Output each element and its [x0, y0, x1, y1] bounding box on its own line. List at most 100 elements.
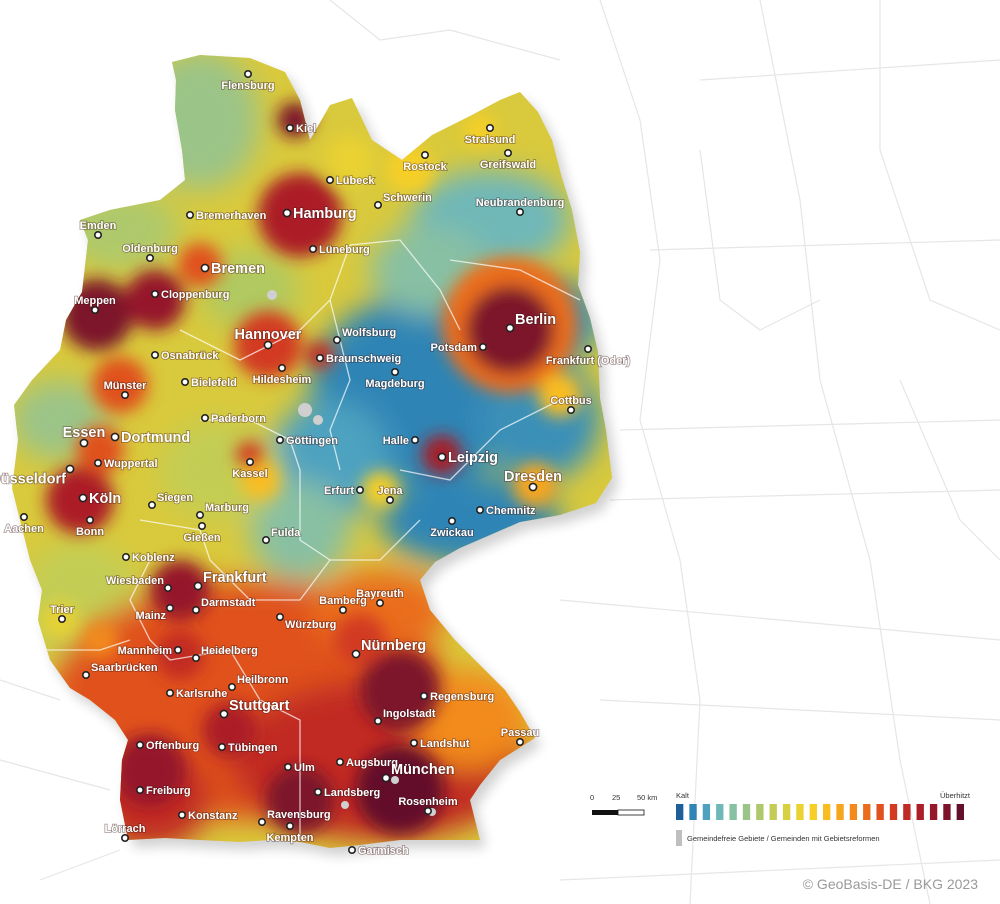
city-aachen: Aachen — [3, 512, 45, 536]
city-name: Düsseldorf — [0, 472, 66, 488]
city-name: Oldenburg — [122, 243, 178, 255]
city-marker — [437, 452, 447, 462]
city-name: Landsberg — [324, 787, 380, 799]
legend-swatch — [889, 804, 898, 820]
heat-legend: 0 25 50 km Kalt Überhitzt Gemeindefreie … — [590, 791, 971, 846]
city-name: Hannover — [235, 327, 302, 343]
city-name: Berlin — [515, 312, 556, 328]
city-marker — [485, 124, 494, 133]
city-passau: Passau — [500, 726, 540, 746]
city-m-nster: Münster — [103, 379, 148, 399]
city-hildesheim: Hildesheim — [252, 363, 312, 387]
city-k-ln: Köln — [78, 490, 122, 508]
city-stralsund: Stralsund — [464, 124, 516, 147]
city-ingolstadt: Ingolstadt — [373, 707, 437, 725]
city-marker — [91, 305, 100, 314]
city-l-beck: Lübeck — [325, 174, 376, 188]
city-marker — [313, 787, 322, 796]
city-name: Kassel — [232, 468, 267, 480]
city-name: Saarbrücken — [91, 662, 158, 674]
city-erfurt: Erfurt — [323, 484, 364, 498]
city-name: Stralsund — [465, 134, 516, 146]
city-name: Lüneburg — [319, 244, 370, 256]
city-name: Heilbronn — [237, 674, 289, 686]
legend-swatch — [742, 804, 751, 820]
city-frankfurt: Frankfurt — [193, 569, 268, 591]
city-name: Kempten — [266, 832, 313, 844]
city-name: Landshut — [420, 738, 470, 750]
city-marker — [308, 245, 317, 254]
city-bamberg: Bamberg — [318, 594, 368, 614]
city-name: Leipzig — [448, 450, 498, 466]
city-marker — [335, 757, 344, 766]
city-name: Konstanz — [188, 810, 238, 822]
city-name: Cloppenburg — [161, 289, 229, 301]
city-potsdam: Potsdam — [430, 341, 487, 355]
city-marker — [475, 505, 484, 514]
city-marker — [19, 512, 28, 521]
city-garmisch: Garmisch — [347, 844, 410, 858]
city-name: Essen — [63, 425, 106, 441]
city-marker — [94, 231, 103, 240]
city-landshut: Landshut — [409, 737, 471, 751]
city-name: Karlsruhe — [176, 688, 227, 700]
scale-bar-white — [617, 809, 645, 816]
legend-swatch — [943, 804, 951, 820]
city-jena: Jena — [377, 484, 404, 504]
city-name: Magdeburg — [365, 378, 424, 390]
city-marker — [166, 603, 175, 612]
city-marker — [164, 583, 173, 592]
city-regensburg: Regensburg — [419, 690, 495, 704]
city-name: Fulda — [271, 527, 301, 539]
city-marker — [325, 176, 334, 185]
city-ravensburg: Ravensburg — [257, 808, 331, 826]
city-bremen: Bremen — [200, 260, 266, 278]
city-schwerin: Schwerin — [373, 191, 433, 210]
city-offenburg: Offenburg — [136, 739, 200, 753]
city-trier: Trier — [49, 603, 75, 623]
city-saarbr-cken: Saarbrücken — [82, 661, 159, 679]
city-marker — [122, 552, 131, 561]
city-marker — [503, 149, 512, 158]
scale-tick-25: 25 — [612, 793, 620, 802]
city-name: Bremerhaven — [196, 210, 267, 222]
city-marker — [275, 435, 284, 444]
city-name: Aachen — [4, 523, 44, 535]
city-marker — [277, 363, 286, 372]
city-marker — [315, 353, 324, 362]
legend-low-label: Kalt — [676, 791, 690, 800]
city-marker — [186, 211, 195, 220]
city-marker — [193, 581, 203, 591]
city-marker — [181, 377, 190, 386]
city-marker — [275, 612, 284, 621]
city-cloppenburg: Cloppenburg — [151, 288, 230, 302]
city-halle: Halle — [382, 434, 419, 448]
city-konstanz: Konstanz — [178, 809, 239, 823]
city-name: Frankfurt — [203, 570, 267, 586]
legend-swatch — [769, 804, 777, 820]
city-marker — [192, 605, 201, 614]
city-marker — [478, 342, 487, 351]
city-name: Mainz — [135, 610, 166, 622]
legend-note: Gemeindefreie Gebiete / Gemeinden mit Ge… — [687, 834, 880, 843]
city-name: Lörrach — [105, 823, 146, 835]
city-w-rzburg: Würzburg — [275, 612, 337, 632]
city-wiesbaden: Wiesbaden — [105, 574, 173, 592]
city-marker — [246, 457, 255, 466]
legend-swatch — [929, 804, 938, 820]
city-name: Ingolstadt — [383, 708, 436, 720]
legend-swatch — [903, 804, 911, 820]
city-zwickau: Zwickau — [429, 516, 475, 540]
city-wolfsburg: Wolfsburg — [332, 326, 397, 344]
city-name: Erfurt — [324, 485, 354, 497]
city-siegen: Siegen — [148, 491, 194, 509]
city-kempten: Kempten — [266, 821, 315, 845]
city-rosenheim: Rosenheim — [398, 795, 459, 815]
city-name: Nürnberg — [361, 638, 426, 654]
city-marker — [200, 263, 210, 273]
city-bayreuth: Bayreuth — [355, 587, 405, 607]
scale-tick-0: 0 — [590, 793, 594, 802]
city-darmstadt: Darmstadt — [192, 596, 257, 614]
city-marker — [174, 645, 183, 654]
